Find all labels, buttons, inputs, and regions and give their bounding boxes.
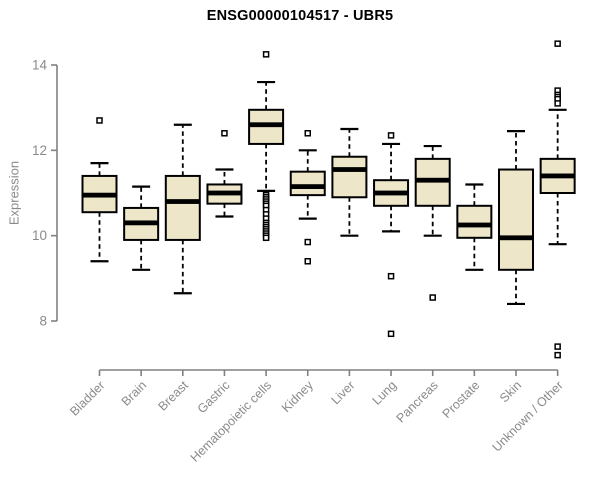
median-brain — [124, 220, 159, 226]
outlier-pancreas-0 — [429, 294, 436, 301]
outlier-bladder-0 — [96, 117, 103, 124]
y-tick-label-8: 8 — [39, 314, 47, 329]
x-tick-label-unknown-other: Unknown / Other — [490, 378, 566, 454]
median-kidney — [290, 184, 325, 189]
outlier-lung-1 — [387, 272, 395, 280]
median-pancreas — [415, 177, 450, 183]
median-skin — [499, 235, 533, 241]
box-prostate — [456, 204, 493, 239]
x-tick-label-liver: Liver — [328, 378, 357, 407]
outlier-hematopoietic-cells-17 — [262, 234, 270, 242]
outlier-unknown-other-0 — [554, 40, 561, 47]
x-tick-label-gastric: Gastric — [195, 378, 233, 416]
median-gastric — [207, 190, 242, 196]
median-lung — [374, 190, 409, 196]
median-liver — [332, 167, 367, 172]
x-tick-label-breast: Breast — [155, 378, 191, 414]
x-tick-label-bladder: Bladder — [67, 378, 107, 418]
y-tick-label-14: 14 — [32, 58, 48, 73]
box-liver — [331, 155, 368, 199]
x-tick-label-skin: Skin — [497, 378, 524, 405]
outlier-lung-0 — [387, 132, 395, 139]
outlier-kidney-1 — [304, 238, 311, 246]
outlier-unknown-other-5 — [554, 100, 561, 107]
x-tick-label-brain: Brain — [119, 378, 150, 409]
outlier-kidney-2 — [304, 258, 311, 265]
median-unknown-other — [540, 173, 575, 179]
outlier-unknown-other-7 — [554, 351, 561, 359]
y-tick-label-10: 10 — [32, 228, 47, 243]
chart-title: ENSG00000104517 - UBR5 — [206, 8, 394, 24]
box-breast — [164, 174, 201, 241]
y-tick-label-12: 12 — [32, 143, 47, 158]
median-breast — [165, 199, 200, 204]
box-skin — [498, 168, 534, 271]
median-hematopoietic-cells — [249, 122, 284, 128]
x-tick-label-hematopoietic-cells: Hematopoietic cells — [188, 378, 275, 465]
median-prostate — [457, 222, 492, 228]
x-tick-label-prostate: Prostate — [440, 378, 483, 421]
y-axis-label: Expression — [6, 160, 22, 226]
outlier-unknown-other-6 — [554, 343, 561, 350]
outlier-hematopoietic-cells-0 — [262, 51, 270, 58]
x-tick-label-lung: Lung — [370, 378, 400, 408]
median-bladder — [82, 192, 117, 198]
outlier-gastric-0 — [221, 130, 228, 137]
x-tick-label-pancreas: Pancreas — [394, 378, 441, 425]
outlier-lung-2 — [387, 330, 395, 338]
box-kidney — [289, 170, 326, 197]
outlier-kidney-0 — [304, 130, 311, 137]
x-tick-label-kidney: Kidney — [279, 378, 316, 415]
